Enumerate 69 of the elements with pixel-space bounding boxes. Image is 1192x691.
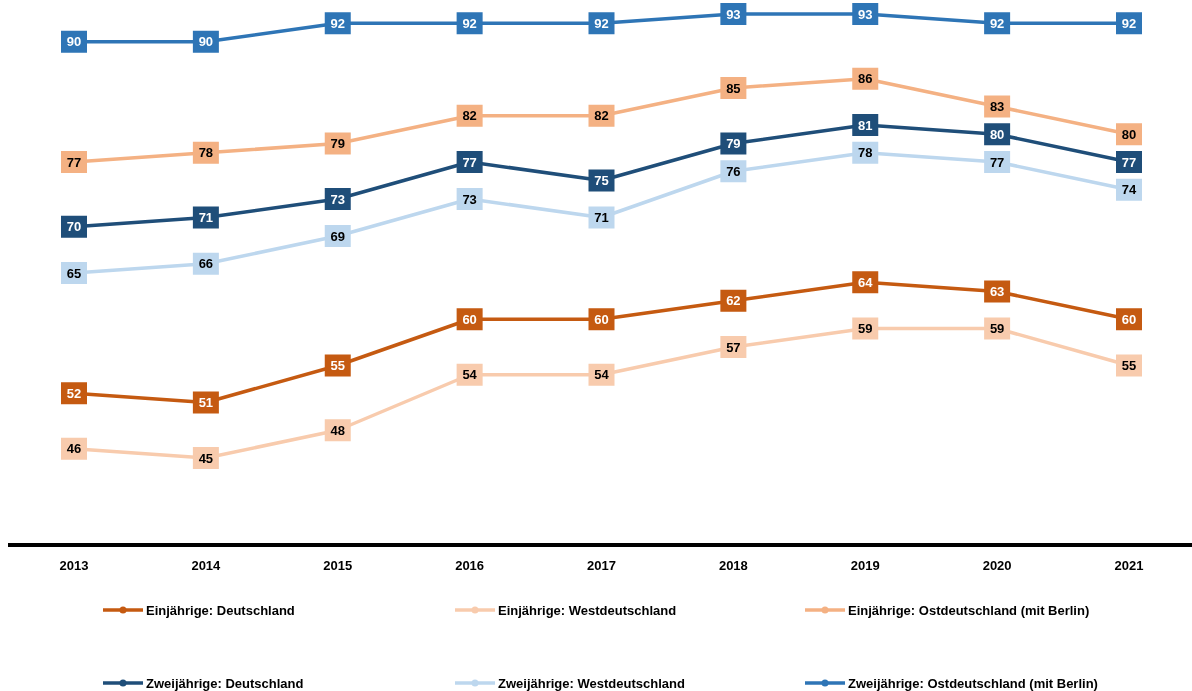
data-label: 77 [1121, 154, 1137, 170]
data-label: 92 [1121, 15, 1137, 31]
data-label: 62 [726, 293, 741, 309]
data-label: 79 [330, 136, 345, 151]
data-label: 93 [726, 6, 741, 22]
data-label: 75 [594, 173, 609, 188]
data-label: 86 [858, 71, 873, 87]
data-label: 66 [198, 256, 214, 272]
data-label: 57 [726, 339, 741, 355]
data-label: 55 [1121, 358, 1137, 373]
x-tick-label: 2020 [982, 558, 1012, 573]
data-label: 85 [726, 80, 741, 96]
legend-label: Zweijährige: Ostdeutschland (mit Berlin) [848, 675, 1098, 691]
legend-label: Zweijährige: Deutschland [146, 675, 304, 691]
data-label: 80 [989, 126, 1005, 142]
legend-label: Einjährige: Ostdeutschland (mit Berlin) [848, 602, 1090, 618]
data-label: 92 [594, 15, 609, 31]
data-label: 59 [858, 321, 873, 336]
data-label: 63 [989, 284, 1005, 299]
data-label: 54 [594, 367, 610, 383]
data-label: 45 [198, 450, 214, 466]
data-label: 82 [462, 108, 477, 124]
data-label: 60 [1121, 311, 1137, 327]
data-label: 77 [989, 154, 1005, 170]
data-label: 73 [330, 191, 345, 207]
data-label: 60 [462, 311, 477, 327]
data-label: 48 [330, 422, 345, 438]
data-label: 52 [66, 385, 82, 401]
data-label: 64 [858, 274, 874, 290]
x-tick-label: 2018 [718, 558, 748, 573]
data-label: 92 [330, 15, 345, 31]
data-label: 92 [462, 15, 477, 31]
data-label: 77 [66, 154, 82, 170]
data-label: 79 [726, 136, 741, 151]
data-label: 65 [66, 265, 82, 281]
data-label: 83 [989, 99, 1005, 114]
data-label: 82 [594, 108, 609, 124]
data-label: 90 [198, 34, 214, 50]
legend-label: Einjährige: Deutschland [146, 602, 295, 618]
x-tick-label: 2014 [191, 558, 222, 573]
data-label: 46 [66, 441, 82, 457]
x-tick-label: 2015 [323, 558, 353, 573]
data-label: 59 [989, 321, 1005, 336]
x-tick-label: 2019 [850, 558, 880, 573]
x-tick-label: 2017 [587, 558, 616, 573]
data-label: 90 [66, 34, 82, 50]
data-label: 70 [66, 219, 82, 235]
data-label: 74 [1121, 182, 1137, 198]
data-label: 69 [330, 228, 345, 244]
data-label: 71 [198, 210, 214, 225]
x-tick-label: 2021 [1114, 558, 1144, 573]
data-label: 60 [594, 311, 609, 327]
data-label: 71 [594, 210, 609, 225]
data-label: 93 [858, 6, 873, 22]
data-label: 73 [462, 191, 477, 207]
data-label: 78 [858, 145, 873, 161]
legend-label: Zweijährige: Westdeutschland [498, 675, 685, 691]
data-label: 92 [989, 15, 1005, 31]
data-label: 80 [1121, 126, 1137, 142]
data-label: 54 [462, 367, 478, 383]
data-label: 77 [462, 154, 477, 170]
x-tick-label: 2016 [455, 558, 485, 573]
data-label: 76 [726, 163, 741, 179]
x-tick-label: 2013 [59, 558, 89, 573]
data-label: 78 [198, 145, 214, 161]
data-label: 81 [858, 117, 873, 133]
legend-label: Einjährige: Westdeutschland [498, 602, 677, 618]
data-label: 55 [330, 358, 345, 373]
data-label: 51 [198, 395, 214, 410]
